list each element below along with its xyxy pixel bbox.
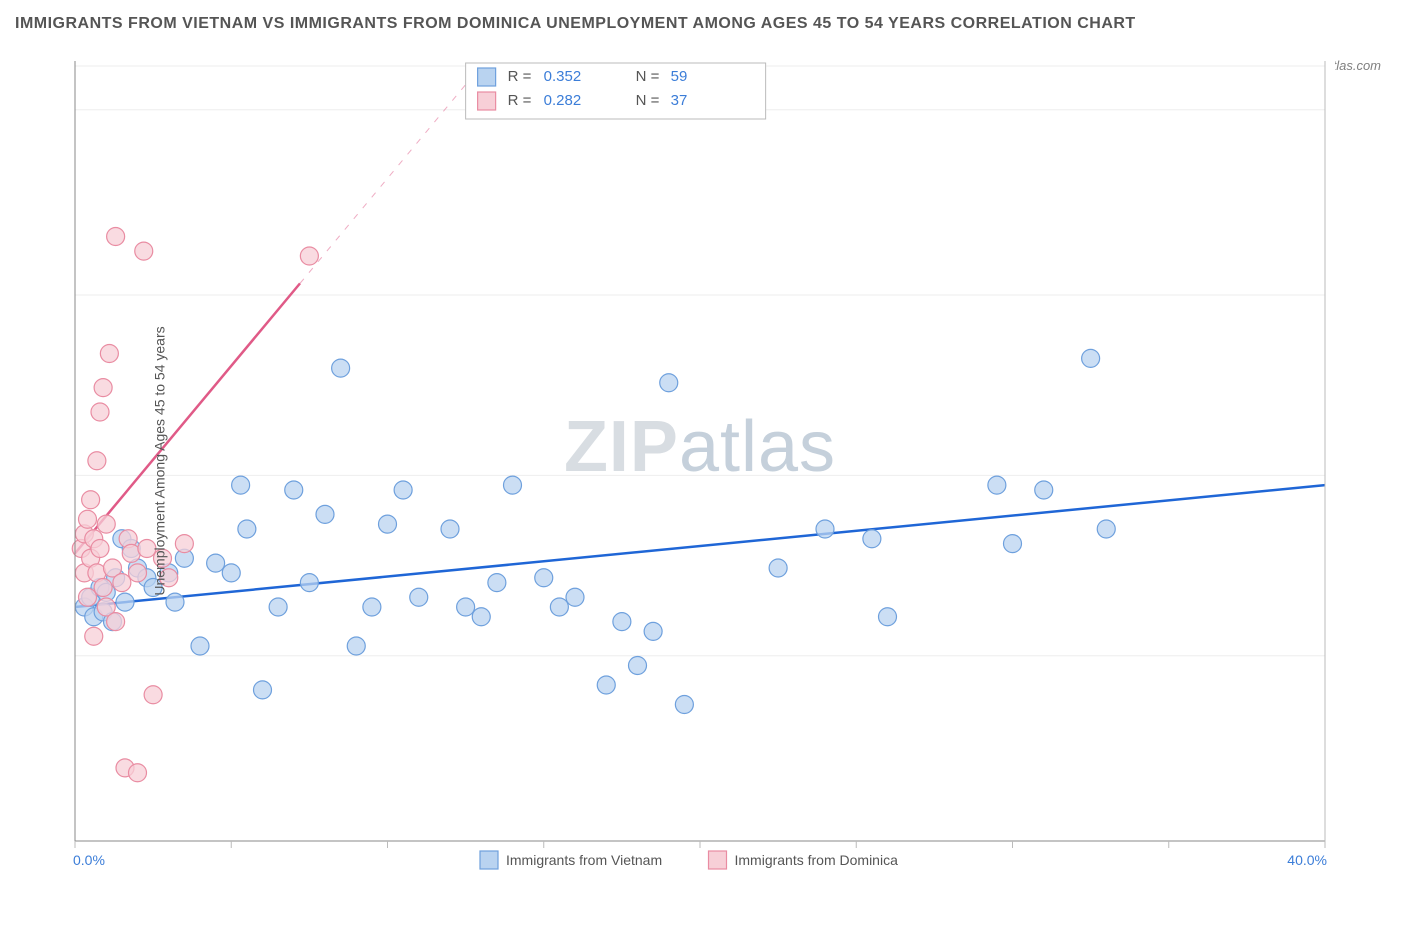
- svg-text:0.352: 0.352: [544, 68, 582, 85]
- svg-text:Immigrants from Dominica: Immigrants from Dominica: [735, 852, 899, 868]
- chart-container: Unemployment Among Ages 45 to 54 years Z…: [15, 51, 1391, 871]
- svg-text:N =: N =: [636, 68, 660, 85]
- chart-title: IMMIGRANTS FROM VIETNAM VS IMMIGRANTS FR…: [15, 15, 1391, 33]
- y-axis-label: Unemployment Among Ages 45 to 54 years: [152, 326, 168, 595]
- svg-text:Immigrants from Vietnam: Immigrants from Vietnam: [506, 852, 662, 868]
- svg-text:N =: N =: [636, 92, 660, 109]
- svg-text:ZIPatlas: ZIPatlas: [564, 407, 836, 487]
- svg-text:0.0%: 0.0%: [73, 852, 105, 868]
- svg-text:R =: R =: [508, 68, 532, 85]
- svg-text:0.282: 0.282: [544, 92, 582, 109]
- scatter-chart: ZIPatlas3.8%7.5%11.2%15.0%0.0%40.0%R =0.…: [15, 51, 1335, 871]
- svg-text:37: 37: [671, 92, 688, 109]
- svg-text:40.0%: 40.0%: [1287, 852, 1327, 868]
- svg-text:R =: R =: [508, 92, 532, 109]
- svg-text:59: 59: [671, 68, 688, 85]
